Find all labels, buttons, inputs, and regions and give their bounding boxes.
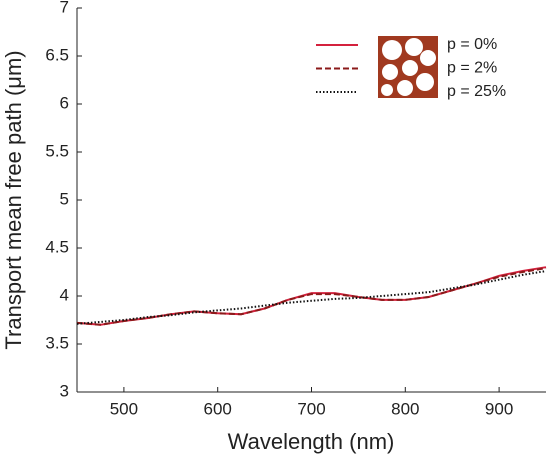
y-tick-label: 3.5: [45, 333, 69, 352]
y-tick-label: 5: [60, 189, 69, 208]
x-tick-label: 900: [485, 399, 513, 418]
series-line: [76, 270, 547, 325]
y-tick-label: 5.5: [45, 141, 69, 160]
y-axis-label: Transport mean free path (μm): [1, 50, 26, 349]
legend-label: p = 0%: [447, 36, 497, 53]
legend-icon: [378, 36, 438, 98]
y-tick-label: 6: [60, 93, 69, 112]
legend-label: p = 2%: [447, 60, 497, 77]
x-tick-label: 600: [204, 399, 232, 418]
y-tick-label: 6.5: [45, 45, 69, 64]
y-tick-label: 7: [60, 0, 69, 16]
y-tick-label: 4.5: [45, 237, 69, 256]
y-tick-label: 3: [60, 381, 69, 400]
x-tick-label: 500: [110, 399, 138, 418]
x-tick-label: 700: [297, 399, 325, 418]
x-axis-label: Wavelength (nm): [228, 429, 395, 454]
x-tick-label: 800: [391, 399, 419, 418]
legend-label: p = 25%: [447, 83, 506, 100]
y-tick-label: 4: [60, 285, 69, 304]
